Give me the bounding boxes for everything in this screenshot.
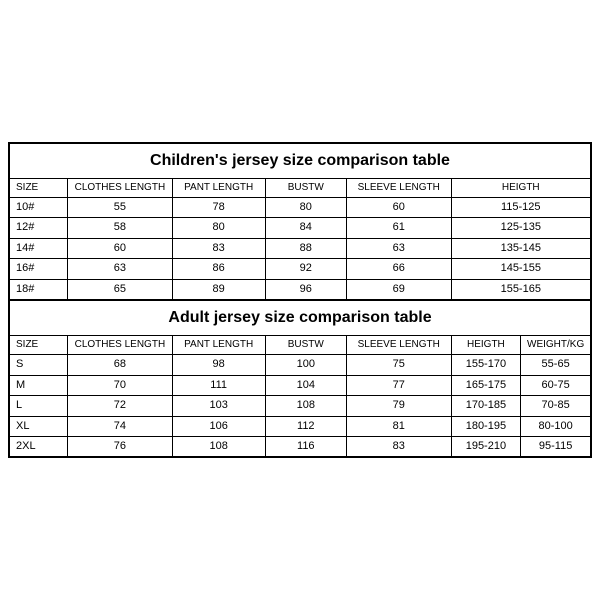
- cell-bust: 96: [265, 279, 346, 299]
- col-header-clothes: CLOTHES LENGTH: [68, 336, 173, 355]
- cell-pant: 89: [172, 279, 265, 299]
- cell-pant: 103: [172, 396, 265, 416]
- cell-height: 155-170: [451, 355, 521, 375]
- adult-title-row: Adult jersey size comparison table: [10, 301, 591, 336]
- cell-bust: 88: [265, 238, 346, 258]
- table-row: M 70 111 104 77 165-175 60-75: [10, 375, 591, 395]
- cell-sleeve: 60: [346, 198, 451, 218]
- cell-size: M: [10, 375, 68, 395]
- col-header-bust: BUSTW: [265, 179, 346, 198]
- cell-pant: 86: [172, 259, 265, 279]
- cell-pant: 98: [172, 355, 265, 375]
- cell-clothes: 63: [68, 259, 173, 279]
- adult-header-row: SIZE CLOTHES LENGTH PANT LENGTH BUSTW SL…: [10, 336, 591, 355]
- col-header-size: SIZE: [10, 179, 68, 198]
- cell-sleeve: 63: [346, 238, 451, 258]
- cell-size: XL: [10, 416, 68, 436]
- cell-bust: 92: [265, 259, 346, 279]
- table-row: L 72 103 108 79 170-185 70-85: [10, 396, 591, 416]
- children-title-row: Children's jersey size comparison table: [10, 143, 591, 178]
- cell-height: 170-185: [451, 396, 521, 416]
- cell-size: 16#: [10, 259, 68, 279]
- cell-clothes: 55: [68, 198, 173, 218]
- cell-size: 10#: [10, 198, 68, 218]
- cell-bust: 104: [265, 375, 346, 395]
- table-row: 16# 63 86 92 66 145-155: [10, 259, 591, 279]
- cell-size: 14#: [10, 238, 68, 258]
- cell-sleeve: 79: [346, 396, 451, 416]
- table-row: XL 74 106 112 81 180-195 80-100: [10, 416, 591, 436]
- cell-pant: 111: [172, 375, 265, 395]
- cell-bust: 116: [265, 436, 346, 456]
- page-wrap: Children's jersey size comparison table …: [0, 0, 600, 600]
- cell-bust: 108: [265, 396, 346, 416]
- cell-height: 125-135: [451, 218, 590, 238]
- cell-clothes: 65: [68, 279, 173, 299]
- col-header-size: SIZE: [10, 336, 68, 355]
- cell-height: 115-125: [451, 198, 590, 218]
- cell-weight: 60-75: [521, 375, 591, 395]
- col-header-bust: BUSTW: [265, 336, 346, 355]
- cell-pant: 108: [172, 436, 265, 456]
- cell-bust: 84: [265, 218, 346, 238]
- cell-pant: 78: [172, 198, 265, 218]
- cell-clothes: 76: [68, 436, 173, 456]
- cell-clothes: 68: [68, 355, 173, 375]
- table-row: 18# 65 89 96 69 155-165: [10, 279, 591, 299]
- cell-clothes: 74: [68, 416, 173, 436]
- cell-size: S: [10, 355, 68, 375]
- cell-pant: 80: [172, 218, 265, 238]
- children-title: Children's jersey size comparison table: [10, 143, 591, 178]
- cell-height: 155-165: [451, 279, 590, 299]
- cell-clothes: 72: [68, 396, 173, 416]
- table-row: 2XL 76 108 116 83 195-210 95-115: [10, 436, 591, 456]
- cell-height: 165-175: [451, 375, 521, 395]
- cell-weight: 95-115: [521, 436, 591, 456]
- children-header-row: SIZE CLOTHES LENGTH PANT LENGTH BUSTW SL…: [10, 179, 591, 198]
- cell-pant: 106: [172, 416, 265, 436]
- cell-size: 18#: [10, 279, 68, 299]
- col-header-pant: PANT LENGTH: [172, 336, 265, 355]
- cell-clothes: 70: [68, 375, 173, 395]
- col-header-sleeve: SLEEVE LENGTH: [346, 179, 451, 198]
- cell-pant: 83: [172, 238, 265, 258]
- cell-height: 145-155: [451, 259, 590, 279]
- col-header-height: HEIGTH: [451, 336, 521, 355]
- col-header-pant: PANT LENGTH: [172, 179, 265, 198]
- cell-sleeve: 66: [346, 259, 451, 279]
- cell-weight: 80-100: [521, 416, 591, 436]
- cell-size: L: [10, 396, 68, 416]
- cell-height: 180-195: [451, 416, 521, 436]
- table-row: 10# 55 78 80 60 115-125: [10, 198, 591, 218]
- table-row: S 68 98 100 75 155-170 55-65: [10, 355, 591, 375]
- adult-title: Adult jersey size comparison table: [10, 301, 591, 336]
- size-tables-container: Children's jersey size comparison table …: [8, 142, 592, 459]
- cell-bust: 100: [265, 355, 346, 375]
- cell-height: 195-210: [451, 436, 521, 456]
- col-header-sleeve: SLEEVE LENGTH: [346, 336, 451, 355]
- table-row: 12# 58 80 84 61 125-135: [10, 218, 591, 238]
- children-size-table: Children's jersey size comparison table …: [9, 143, 591, 300]
- cell-sleeve: 69: [346, 279, 451, 299]
- cell-clothes: 58: [68, 218, 173, 238]
- cell-sleeve: 83: [346, 436, 451, 456]
- cell-sleeve: 61: [346, 218, 451, 238]
- cell-sleeve: 77: [346, 375, 451, 395]
- cell-bust: 112: [265, 416, 346, 436]
- cell-size: 12#: [10, 218, 68, 238]
- cell-weight: 70-85: [521, 396, 591, 416]
- adult-size-table: Adult jersey size comparison table SIZE …: [9, 300, 591, 457]
- col-header-height: HEIGTH: [451, 179, 590, 198]
- cell-sleeve: 81: [346, 416, 451, 436]
- cell-bust: 80: [265, 198, 346, 218]
- cell-sleeve: 75: [346, 355, 451, 375]
- cell-height: 135-145: [451, 238, 590, 258]
- col-header-clothes: CLOTHES LENGTH: [68, 179, 173, 198]
- cell-clothes: 60: [68, 238, 173, 258]
- cell-size: 2XL: [10, 436, 68, 456]
- col-header-weight: WEIGHT/KG: [521, 336, 591, 355]
- table-row: 14# 60 83 88 63 135-145: [10, 238, 591, 258]
- cell-weight: 55-65: [521, 355, 591, 375]
